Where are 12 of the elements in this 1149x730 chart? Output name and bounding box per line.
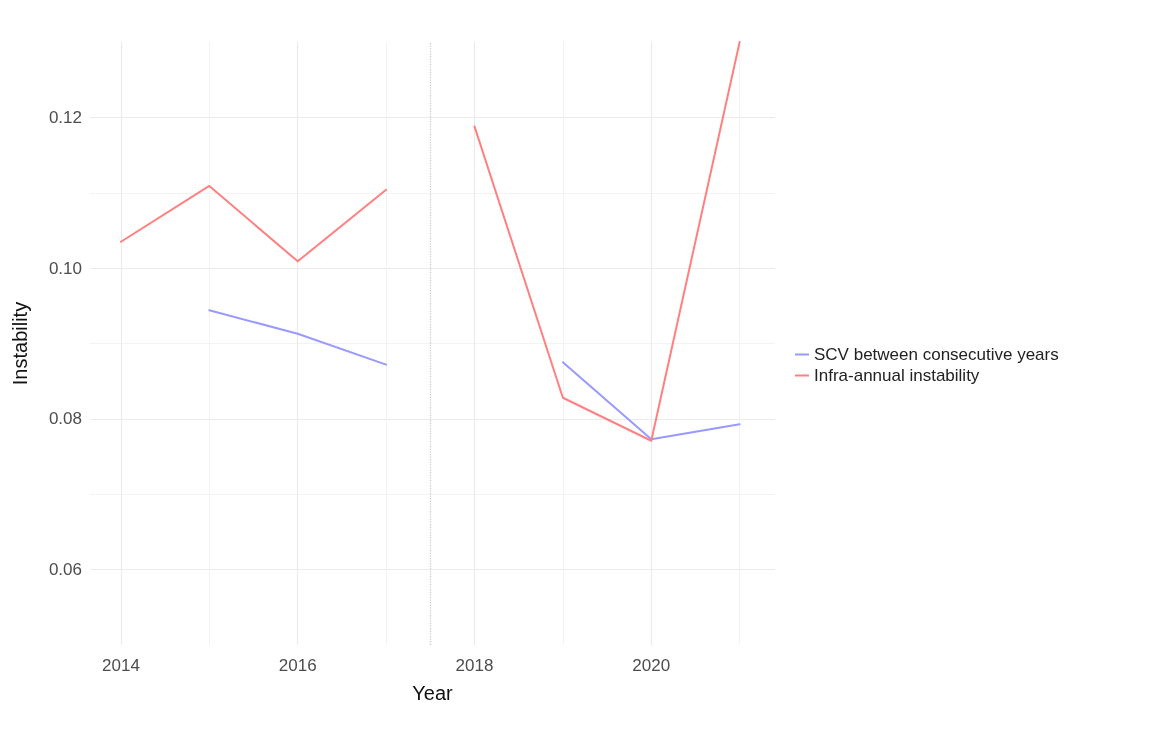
- x-tick-label: 2016: [278, 656, 317, 675]
- legend-label: Infra-annual instability: [814, 366, 980, 385]
- legend-label: SCV between consecutive years: [814, 345, 1059, 364]
- y-tick-label: 0.10: [48, 258, 82, 278]
- y-tick-label: 0.12: [48, 107, 82, 127]
- y-tick-label: 0.06: [48, 560, 82, 580]
- x-tick-label: 2014: [102, 656, 140, 675]
- x-axis-title: Year: [412, 682, 454, 704]
- x-tick-label: 2020: [632, 656, 671, 675]
- x-tick-label: 2018: [455, 656, 494, 675]
- y-tick-label: 0.08: [48, 409, 82, 429]
- y-axis-title: Instability: [9, 301, 31, 386]
